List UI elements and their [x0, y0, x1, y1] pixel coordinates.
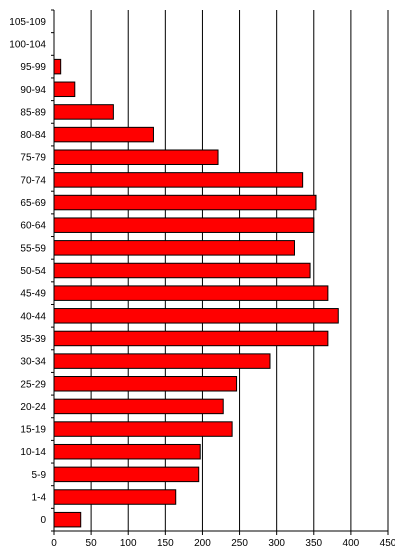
bar-50-54 [53, 262, 311, 279]
bar-85-89 [53, 104, 114, 120]
bar-25-29 [53, 376, 238, 392]
x-tick-label-100: 100 [120, 538, 137, 549]
x-tick-label-300: 300 [268, 538, 285, 549]
bar-5-9 [53, 466, 200, 483]
x-tick-label-250: 250 [231, 538, 248, 549]
axes [51, 9, 389, 535]
bar-15-19 [53, 421, 233, 437]
y-tick-label-20-24: 20-24 [20, 402, 46, 413]
y-tick-label-75-79: 75-79 [20, 153, 46, 164]
y-tick-label-90-94: 90-94 [20, 85, 46, 96]
bars [53, 58, 339, 528]
y-tick-label-1-4: 1-4 [32, 493, 47, 504]
y-tick-label-35-39: 35-39 [20, 334, 46, 345]
bar-65-69 [53, 194, 317, 211]
bar-45-49 [53, 285, 329, 301]
x-tick-label-200: 200 [194, 538, 211, 549]
x-tick-label-0: 0 [51, 538, 57, 549]
y-tick-label-45-49: 45-49 [20, 289, 46, 300]
y-tick-label-10-14: 10-14 [20, 447, 46, 458]
x-tick-label-450: 450 [380, 538, 395, 549]
bar-30-34 [53, 353, 271, 369]
y-tick-label-100-104: 100-104 [9, 39, 46, 50]
x-tick-label-400: 400 [343, 538, 360, 549]
y-tick-label-30-34: 30-34 [20, 357, 46, 368]
y-tick-label-0: 0 [40, 515, 46, 526]
x-tick-label-50: 50 [86, 538, 98, 549]
tick-labels: 0 1-4 5-9 10-14 15-19 20-24 25-29 30-34 35-39 40-… [9, 17, 395, 549]
bar-80-84 [53, 126, 154, 143]
y-tick-label-60-64: 60-64 [20, 221, 46, 232]
y-tick-label-95-99: 95-99 [20, 62, 46, 73]
y-tick-label-80-84: 80-84 [20, 130, 46, 141]
y-tick-label-5-9: 5-9 [32, 470, 47, 481]
y-tick-label-85-89: 85-89 [20, 107, 46, 118]
bar-90-94 [53, 81, 76, 98]
y-tick-label-50-54: 50-54 [20, 266, 46, 277]
bar-75-79 [53, 149, 219, 165]
bar-0 [53, 511, 82, 528]
bar-60-64 [53, 217, 315, 233]
bar-40-44 [53, 308, 339, 324]
y-tick-label-40-44: 40-44 [20, 311, 46, 322]
bar-10-14 [53, 443, 201, 460]
y-tick-label-65-69: 65-69 [20, 198, 46, 209]
bar-55-59 [53, 240, 295, 256]
y-tick-label-105-109: 105-109 [9, 17, 46, 28]
bar-95-99 [53, 58, 62, 75]
bar-35-39 [53, 330, 329, 347]
bar-20-24 [53, 398, 224, 415]
y-tick-label-55-59: 55-59 [20, 243, 46, 254]
x-tick-label-150: 150 [157, 538, 174, 549]
y-tick-label-15-19: 15-19 [20, 425, 46, 436]
y-tick-label-70-74: 70-74 [20, 175, 46, 186]
bar-1-4 [53, 489, 177, 505]
bar-70-74 [53, 172, 304, 188]
y-tick-label-25-29: 25-29 [20, 379, 46, 390]
x-tick-label-350: 350 [305, 538, 322, 549]
